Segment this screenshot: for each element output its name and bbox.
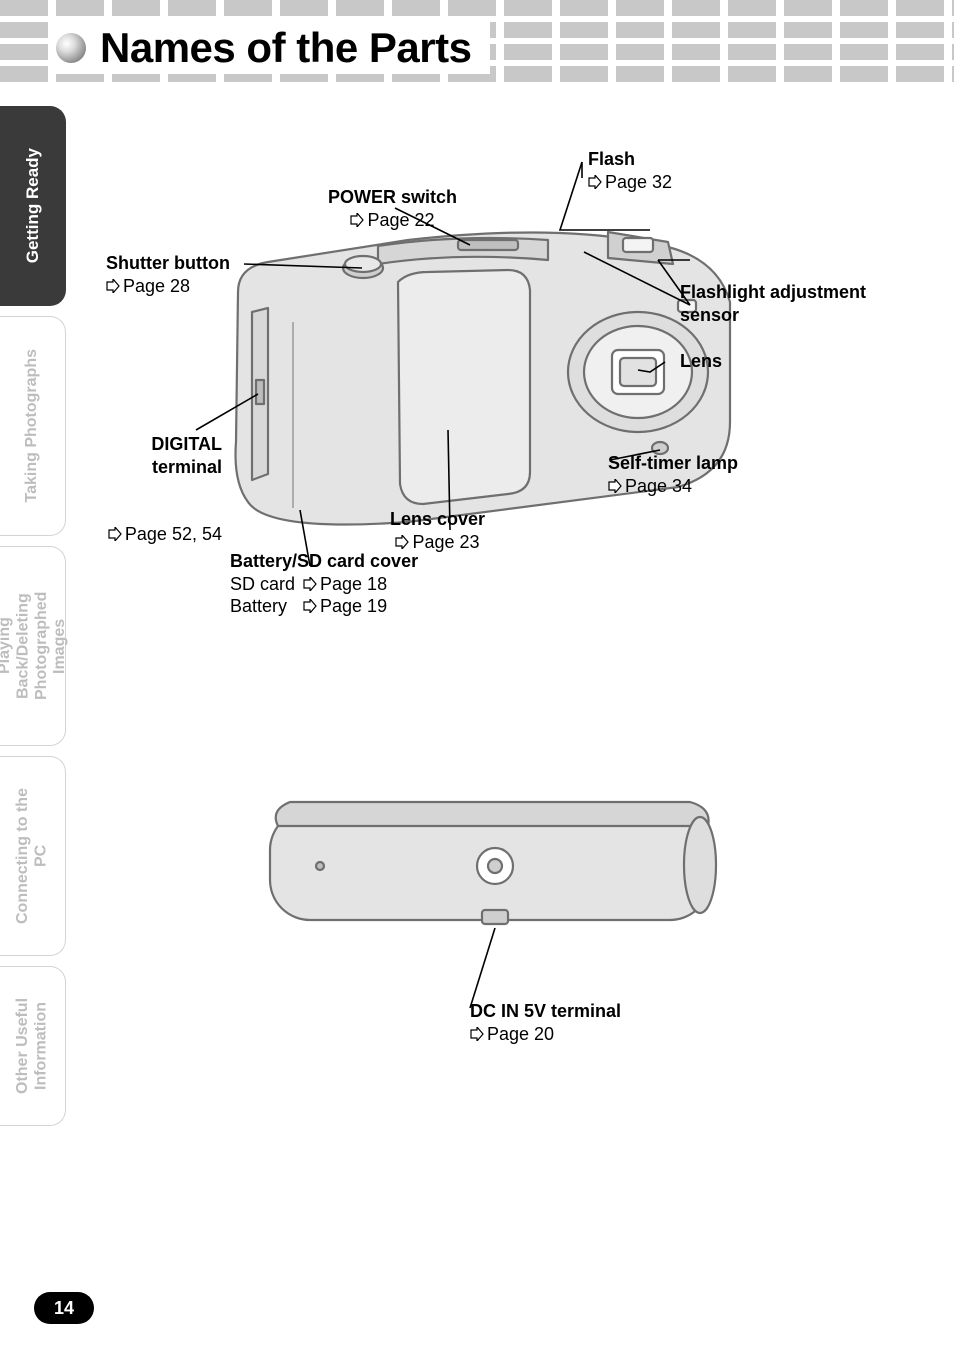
label-dc-in: DC IN 5V terminal Page 20 bbox=[470, 1000, 621, 1045]
page-ref-arrow-icon bbox=[395, 535, 409, 549]
label-self-timer: Self-timer lamp Page 34 bbox=[608, 452, 738, 497]
label-title: Battery/SD card cover bbox=[230, 550, 418, 573]
label-shutter-button: Shutter button Page 28 bbox=[106, 252, 230, 297]
tab-label: Connecting to the PC bbox=[14, 775, 51, 937]
label-title: DIGITAL terminal bbox=[94, 433, 222, 478]
label-battery-cover: Battery/SD card cover SD card Page 18 Ba… bbox=[230, 550, 418, 618]
title-wrap: Names of the Parts bbox=[56, 24, 471, 72]
label-title: Shutter button bbox=[106, 252, 230, 275]
battery-line1-label: SD card bbox=[230, 573, 298, 596]
page-ref-arrow-icon bbox=[588, 175, 602, 189]
label-title: DC IN 5V terminal bbox=[470, 1000, 621, 1023]
label-flash: Flash Page 32 bbox=[588, 148, 672, 193]
label-ref: Page 22 bbox=[367, 210, 434, 230]
label-digital-terminal: DIGITAL terminal Page 52, 54 bbox=[94, 388, 222, 591]
battery-line2-label: Battery bbox=[230, 595, 298, 618]
tab-other-info[interactable]: Other Useful Information bbox=[0, 966, 66, 1126]
label-ref: Page 20 bbox=[487, 1024, 554, 1044]
tab-label: Playing Back/Deleting Photographed Image… bbox=[0, 565, 69, 727]
label-ref: Page 34 bbox=[625, 476, 692, 496]
label-title: Lens cover bbox=[390, 508, 485, 531]
label-title: Flash bbox=[588, 148, 672, 171]
label-title: POWER switch bbox=[328, 186, 457, 209]
page-number-badge: 14 bbox=[34, 1292, 94, 1324]
label-ref: Page 23 bbox=[412, 532, 479, 552]
tab-label: Getting Ready bbox=[23, 148, 43, 263]
page-ref-arrow-icon bbox=[470, 1027, 484, 1041]
tab-connecting-pc[interactable]: Connecting to the PC bbox=[0, 756, 66, 956]
battery-line1-ref: Page 18 bbox=[320, 574, 387, 594]
tab-label: Other Useful Information bbox=[14, 985, 51, 1107]
label-title: Flashlight adjustment sensor bbox=[680, 281, 866, 326]
section-tabs: Getting Ready Taking Photographs Playing… bbox=[0, 106, 66, 1136]
battery-line2-ref: Page 19 bbox=[320, 596, 387, 616]
label-title: Self-timer lamp bbox=[608, 452, 738, 475]
label-ref: Page 28 bbox=[123, 276, 190, 296]
page-ref-arrow-icon bbox=[303, 599, 317, 613]
label-lens-cover: Lens cover Page 23 bbox=[390, 508, 485, 553]
tab-taking-photographs[interactable]: Taking Photographs bbox=[0, 316, 66, 536]
page-ref-arrow-icon bbox=[608, 479, 622, 493]
tab-playing-back[interactable]: Playing Back/Deleting Photographed Image… bbox=[0, 546, 66, 746]
label-power-switch: POWER switch Page 22 bbox=[328, 186, 457, 231]
tab-label: Taking Photographs bbox=[23, 349, 41, 502]
label-ref: Page 32 bbox=[605, 172, 672, 192]
page-ref-arrow-icon bbox=[108, 527, 122, 541]
page-ref-arrow-icon bbox=[106, 279, 120, 293]
label-title: Lens bbox=[680, 350, 722, 373]
page-number: 14 bbox=[54, 1298, 74, 1319]
label-lens: Lens bbox=[680, 350, 722, 373]
page-ref-arrow-icon bbox=[303, 577, 317, 591]
page-title: Names of the Parts bbox=[100, 24, 471, 72]
label-ref: Page 52, 54 bbox=[125, 524, 222, 544]
page-ref-arrow-icon bbox=[350, 213, 364, 227]
bullet-sphere-icon bbox=[56, 33, 86, 63]
diagram-area: Flash Page 32 POWER switch Page 22 Shutt… bbox=[90, 130, 930, 1250]
tab-getting-ready[interactable]: Getting Ready bbox=[0, 106, 66, 306]
